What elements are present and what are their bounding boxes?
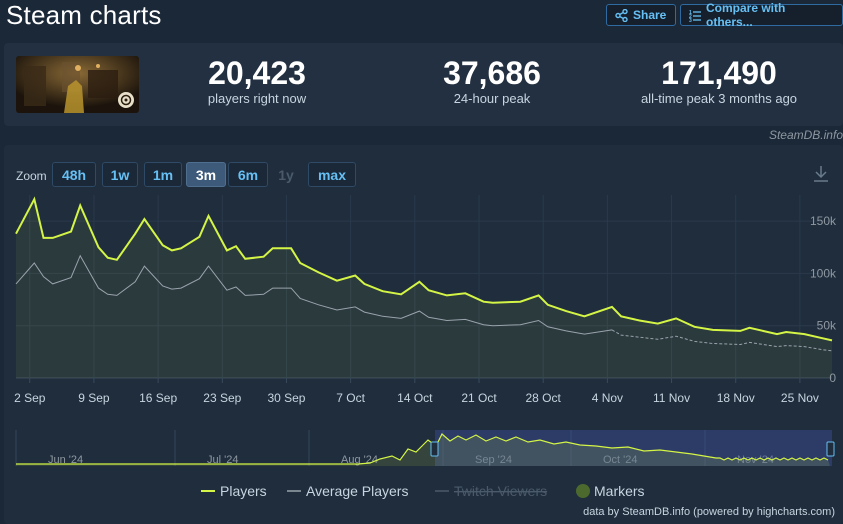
zoom-label: Zoom [16, 169, 47, 183]
steamdb-watermark: SteamDB.info [768, 128, 843, 142]
page-title: Steam charts [6, 0, 162, 30]
legend-markers-label: Markers [594, 483, 645, 499]
zoom-max-button[interactable]: max [308, 162, 356, 187]
share-label: Share [633, 8, 667, 22]
stat-24h-peak: 37,686 24-hour peak [422, 55, 562, 107]
stats-panel: 20,423 players right now 37,686 24-hour … [4, 43, 843, 126]
footer-credit: data by SteamDB.info (powered by highcha… [583, 506, 835, 518]
stat-current-players: 20,423 players right now [187, 55, 327, 107]
legend-twitch-label: Twitch Viewers [454, 483, 547, 499]
alltime-peak-value: 171,490 [661, 55, 777, 91]
zoom-3m-button[interactable]: 3m [186, 162, 226, 187]
svg-text:1: 1 [689, 10, 692, 16]
svg-text:2: 2 [689, 14, 692, 20]
zoom-6m-button[interactable]: 6m [228, 162, 268, 187]
stat-alltime-peak: 171,490 all-time peak 3 months ago [619, 55, 819, 107]
zoom-1y-button[interactable]: 1y [278, 166, 294, 183]
legend-twitch-viewers[interactable]: Twitch Viewers [435, 483, 547, 499]
alltime-peak-label: all-time peak 3 months ago [640, 91, 798, 106]
legend-average-label: Average Players [306, 483, 408, 499]
legend-players-label: Players [220, 483, 267, 499]
download-icon[interactable] [812, 165, 830, 188]
zoom-1w-button[interactable]: 1w [102, 162, 138, 187]
zoom-48h-button[interactable]: 48h [52, 162, 96, 187]
legend-average-players[interactable]: Average Players [287, 483, 408, 499]
compare-label: Compare with others... [706, 1, 786, 29]
peak-24h-value: 37,686 [443, 55, 541, 91]
svg-text:3: 3 [689, 18, 692, 22]
peak-24h-label: 24-hour peak [453, 91, 531, 106]
share-button[interactable]: Share [606, 4, 676, 26]
zoom-1m-button[interactable]: 1m [144, 162, 182, 187]
current-players-value: 20,423 [208, 55, 306, 91]
legend-markers[interactable]: Markers [576, 483, 645, 499]
game-thumbnail[interactable] [16, 56, 139, 113]
legend-players[interactable]: Players [201, 483, 267, 499]
chart-panel: Zoom 48h 1w 1m 3m 6m 1y max [4, 145, 843, 524]
share-icon [615, 8, 628, 22]
current-players-label: players right now [207, 91, 307, 106]
